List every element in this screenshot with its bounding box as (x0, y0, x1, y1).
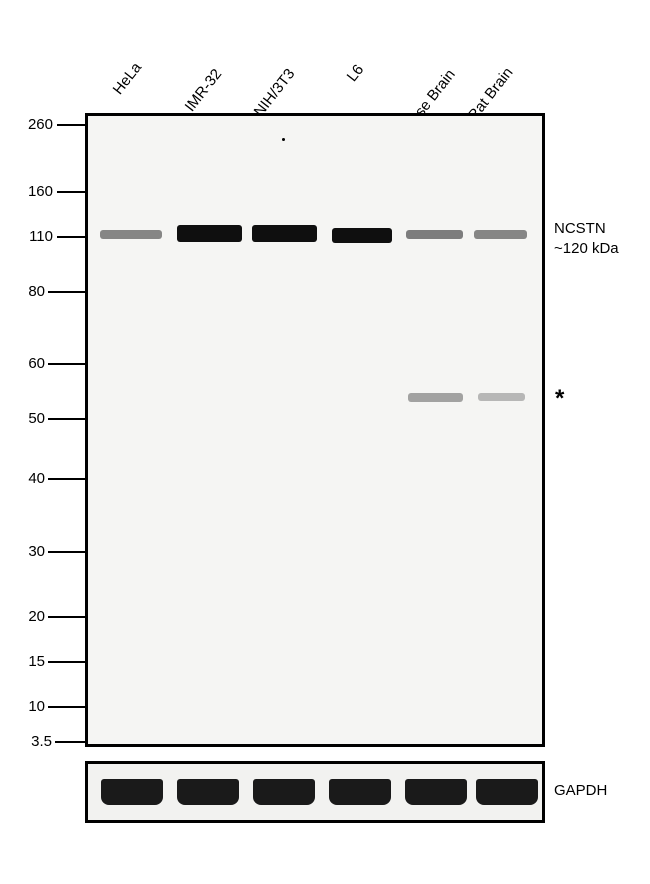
marker-20: 20 (28, 608, 45, 625)
marker-tick (48, 291, 85, 293)
gapdh-band (177, 779, 239, 805)
nonspecific-band-rat-brain (478, 393, 525, 401)
marker-40: 40 (28, 470, 45, 487)
marker-tick (48, 661, 85, 663)
marker-30: 30 (28, 543, 45, 560)
marker-15: 15 (28, 653, 45, 670)
marker-3-5: 3.5 (31, 733, 52, 750)
ncstn-band-rat-brain (474, 230, 527, 239)
lane-label-nih3t3: NIH/3T3 (251, 66, 299, 120)
gapdh-band (476, 779, 538, 805)
lane-label-hela: HeLa (110, 59, 145, 98)
ncstn-band-l6 (332, 228, 392, 243)
ncstn-size-label: ~120 kDa (554, 240, 619, 257)
gapdh-label: GAPDH (554, 782, 607, 799)
ncstn-label: NCSTN (554, 220, 606, 237)
ncstn-band-hela (100, 230, 162, 239)
gapdh-band (253, 779, 315, 805)
marker-tick (55, 741, 85, 743)
western-blot-figure: HeLa IMR-32 NIH/3T3 L6 Mouse Brain Rat B… (0, 0, 650, 884)
marker-tick (48, 418, 85, 420)
marker-160: 160 (28, 183, 53, 200)
marker-tick (48, 478, 85, 480)
ncstn-band-nih3t3 (252, 225, 317, 242)
marker-80: 80 (28, 283, 45, 300)
marker-tick (48, 706, 85, 708)
lane-label-l6: L6 (344, 61, 368, 85)
marker-tick (57, 236, 85, 238)
gapdh-band (405, 779, 467, 805)
marker-tick (57, 191, 85, 193)
marker-10: 10 (28, 698, 45, 715)
nonspecific-band-mouse-brain (408, 393, 463, 402)
dot-artifact (282, 138, 285, 141)
ncstn-band-mouse-brain (406, 230, 463, 239)
ncstn-band-imr32 (177, 225, 242, 242)
gapdh-band (101, 779, 163, 805)
marker-tick (48, 551, 85, 553)
gapdh-band (329, 779, 391, 805)
marker-tick (48, 363, 85, 365)
lane-label-imr32: IMR-32 (182, 66, 226, 115)
marker-260: 260 (28, 116, 53, 133)
marker-60: 60 (28, 355, 45, 372)
marker-tick (48, 616, 85, 618)
main-blot-panel (85, 113, 545, 747)
gapdh-blot-panel (85, 761, 545, 823)
asterisk-marker: * (555, 385, 564, 413)
marker-50: 50 (28, 410, 45, 427)
marker-110: 110 (29, 228, 53, 245)
marker-tick (57, 124, 85, 126)
